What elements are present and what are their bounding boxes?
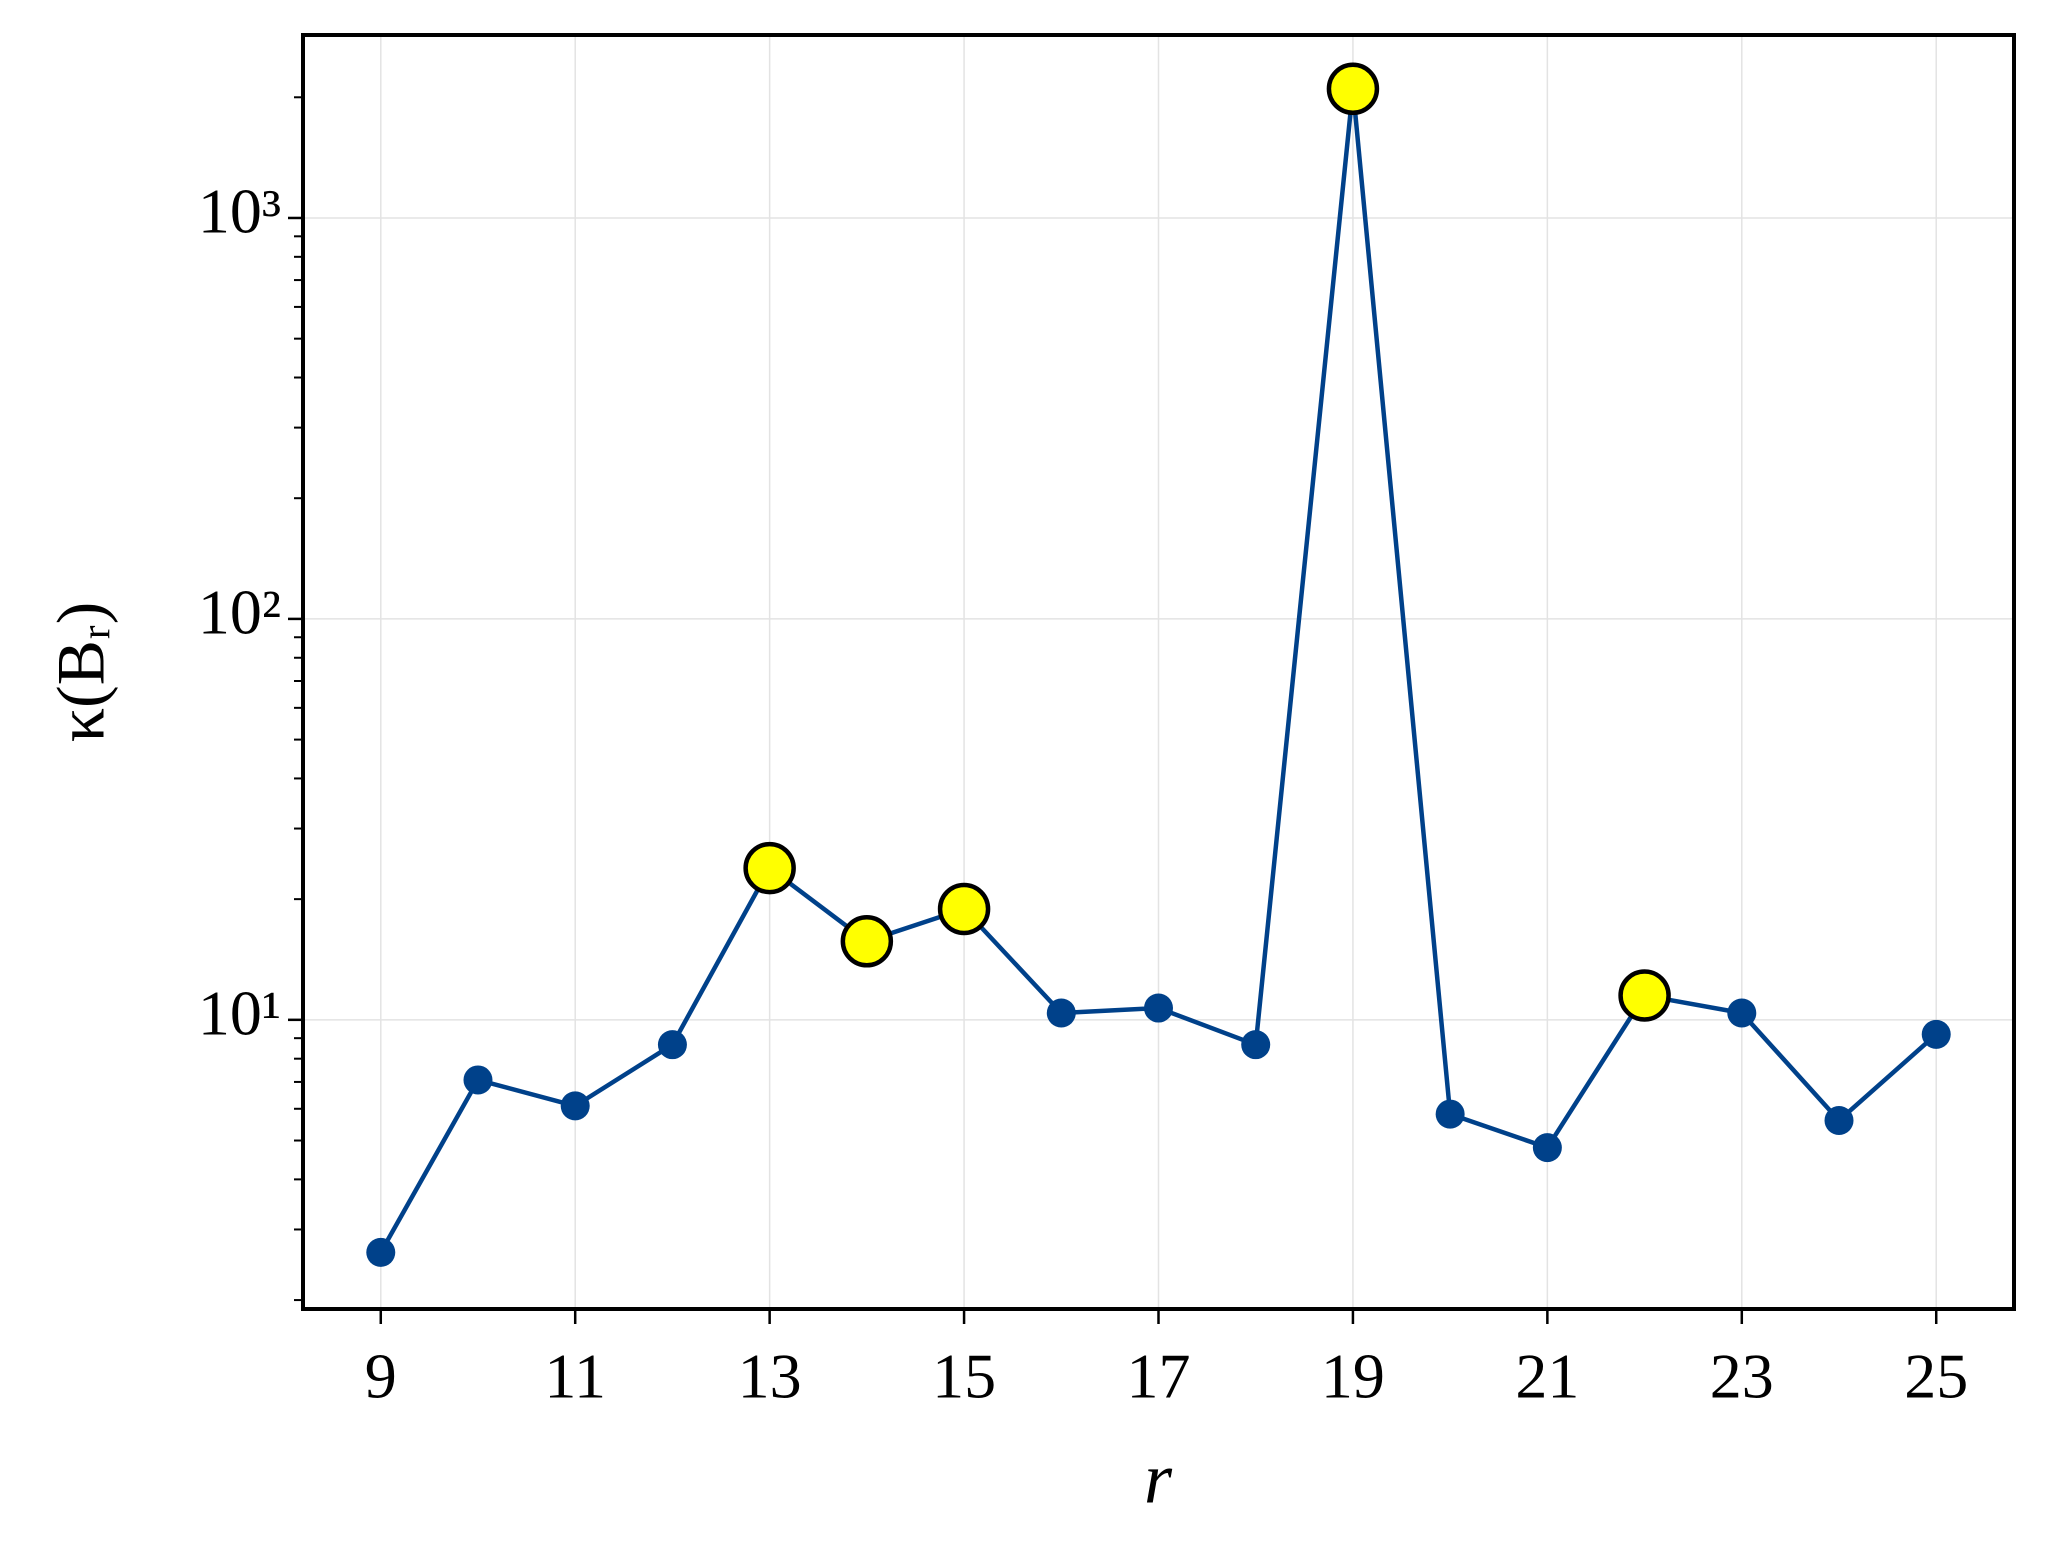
data-point: [463, 1065, 493, 1095]
data-point: [1921, 1019, 1951, 1049]
y-tick-label: 10²: [198, 577, 281, 648]
highlight-marker: [937, 882, 991, 936]
highlight-marker: [840, 915, 894, 968]
x-tick-label: 15: [932, 1341, 996, 1412]
y-axis-label: κ(Bᵣ): [43, 602, 119, 743]
y-tick-label: 10¹: [198, 978, 281, 1049]
x-axis-label: r: [1144, 1439, 1173, 1519]
data-point: [1532, 1133, 1562, 1163]
data-point: [657, 1030, 687, 1060]
data-point: [1241, 1030, 1271, 1060]
data-point: [1435, 1099, 1465, 1129]
x-tick-label: 23: [1710, 1341, 1774, 1412]
x-tick-label: 21: [1515, 1341, 1579, 1412]
x-tick-label: 9: [365, 1341, 397, 1412]
data-point: [1727, 998, 1757, 1028]
x-tick-label: 19: [1321, 1341, 1385, 1412]
data-point: [1144, 993, 1173, 1023]
x-tick-label: 25: [1904, 1341, 1968, 1412]
data-point: [1046, 998, 1076, 1028]
x-tick-label: 17: [1127, 1341, 1191, 1412]
plot-frame: [301, 33, 2016, 1311]
data-point: [1824, 1105, 1854, 1135]
x-tick-label: 11: [544, 1341, 606, 1412]
y-tick-label: 10³: [198, 176, 281, 247]
highlight-marker: [743, 841, 796, 895]
highlight-marker: [1326, 62, 1380, 116]
highlight-marker: [1618, 969, 1671, 1022]
x-tick-label: 13: [738, 1341, 802, 1412]
data-point: [560, 1091, 590, 1121]
data-point: [366, 1237, 396, 1267]
